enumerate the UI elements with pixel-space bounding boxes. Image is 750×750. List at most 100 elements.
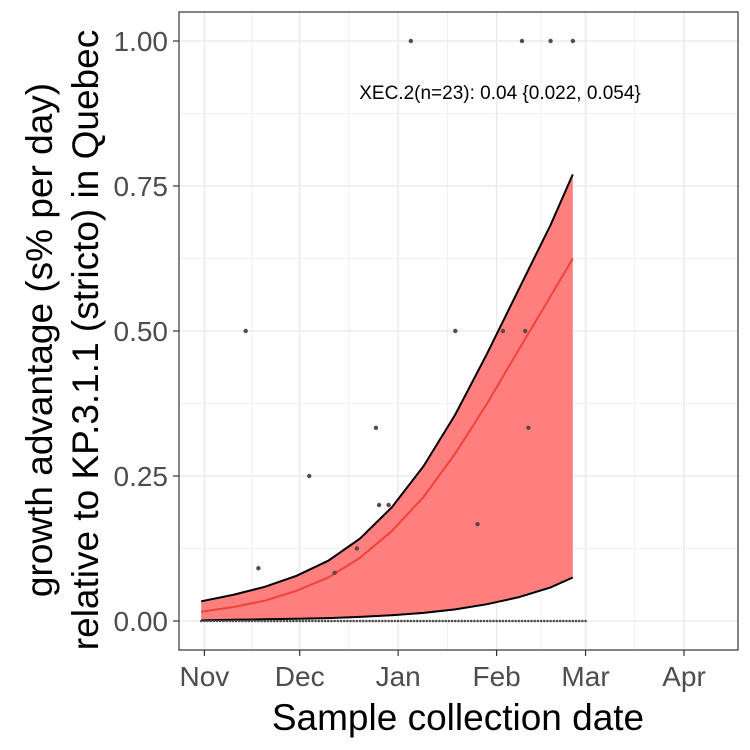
lower-ci-line: [201, 576, 574, 622]
x-tick-label: Mar: [561, 661, 609, 692]
data-point-zero: [282, 619, 286, 623]
data-point-zero: [342, 619, 346, 623]
data-point-zero: [479, 619, 483, 623]
data-point-zero: [400, 619, 403, 623]
y-tick-label: 0.50: [114, 316, 169, 347]
data-point-zero: [514, 619, 517, 623]
data-point-zero: [536, 619, 540, 623]
data-point-zero: [492, 619, 495, 623]
data-point-zero: [533, 619, 537, 623]
fit-annotation: XEC.2(n=23): 0.04 {0.022, 0.054}: [359, 83, 641, 104]
data-point-zero: [225, 619, 228, 623]
data-point-zero: [574, 619, 578, 623]
data-point-zero: [403, 619, 406, 623]
data-point: [386, 502, 391, 508]
data-point-zero: [365, 619, 368, 623]
y-tick-label: 0.00: [114, 606, 169, 637]
x-tick-label: Jan: [376, 661, 421, 692]
data-point: [548, 38, 553, 44]
data-point-zero: [584, 619, 587, 623]
x-tick-label: Dec: [275, 661, 325, 692]
confidence-band-layer: [201, 173, 574, 622]
data-point-zero: [288, 619, 292, 623]
data-point-zero: [577, 619, 581, 623]
x-tick-label: Apr: [662, 661, 706, 692]
y-tick-label: 0.75: [114, 171, 169, 202]
data-point-zero: [457, 619, 460, 623]
data-point-zero: [546, 619, 549, 623]
data-point-zero: [295, 619, 298, 623]
data-point: [376, 502, 382, 508]
data-point-zero: [212, 619, 216, 623]
data-point-zero: [441, 619, 444, 623]
data-point-zero: [555, 619, 559, 623]
data-point-zero: [247, 619, 251, 623]
data-point-zero: [571, 619, 575, 623]
data-point-zero: [323, 619, 327, 623]
data-point-zero: [501, 619, 505, 623]
y-axis-title-line-2: relative to KP.3.1.1 (stricto) in Quebec: [65, 30, 106, 650]
data-point: [519, 38, 525, 44]
data-point-zero: [218, 619, 222, 623]
data-point-zero: [473, 619, 476, 623]
data-point-zero: [333, 619, 336, 623]
data-point: [243, 328, 248, 334]
data-point-zero: [349, 619, 352, 623]
data-point-zero: [314, 619, 317, 623]
data-point-zero: [380, 619, 384, 623]
x-axis-title: Sample collection date: [272, 697, 644, 738]
data-point-zero: [542, 619, 546, 623]
fit-line: [201, 257, 574, 613]
data-point-zero: [469, 619, 473, 623]
data-point-zero: [301, 619, 305, 623]
data-point-zero: [565, 619, 568, 623]
data-point-zero: [396, 619, 400, 623]
data-point-zero: [552, 619, 556, 623]
data-point-zero: [568, 619, 571, 623]
data-point-zero: [527, 619, 530, 623]
data-point-zero: [498, 619, 502, 623]
data-point: [475, 521, 480, 527]
data-point-zero: [530, 619, 533, 623]
data-point-zero: [339, 619, 343, 623]
data-point: [570, 38, 576, 44]
data-point-zero: [463, 619, 467, 623]
data-point-zero: [269, 619, 273, 623]
data-point: [332, 570, 337, 576]
data-point-zero: [361, 619, 365, 623]
data-point: [256, 566, 261, 571]
data-point-zero: [476, 619, 479, 623]
data-point-zero: [285, 619, 289, 623]
data-point-zero: [260, 619, 263, 623]
data-point-zero: [358, 619, 362, 623]
data-point: [354, 546, 360, 551]
data-point-zero: [495, 619, 498, 623]
data-point: [453, 328, 458, 334]
data-point-zero: [272, 619, 276, 623]
data-point-zero: [390, 619, 394, 623]
data-point-zero: [387, 619, 390, 623]
upper-ci-line: [201, 173, 574, 603]
data-point-zero: [368, 619, 371, 623]
data-point-zero: [384, 619, 387, 623]
data-point-zero: [330, 619, 333, 623]
data-point-zero: [434, 619, 438, 623]
data-point-zero: [292, 619, 295, 623]
data-point-zero: [520, 619, 524, 623]
data-point-zero: [508, 619, 511, 623]
data-point-zero: [450, 619, 454, 623]
data-point-zero: [203, 619, 206, 623]
data-point-zero: [307, 619, 311, 623]
data-point-zero: [412, 619, 416, 623]
data-point-zero: [488, 619, 492, 623]
y-axis: 0.00 0.25 0.50 0.75 1.00: [114, 26, 179, 637]
data-point-zero: [558, 619, 562, 623]
data-point-zero: [320, 619, 324, 623]
data-point-zero: [250, 619, 254, 623]
data-point-zero: [253, 619, 257, 623]
data-point-zero: [279, 619, 282, 623]
data-point-zero: [311, 619, 314, 623]
x-tick-label: Nov: [180, 661, 230, 692]
data-point-zero: [504, 619, 508, 623]
data-point-zero: [276, 619, 279, 623]
